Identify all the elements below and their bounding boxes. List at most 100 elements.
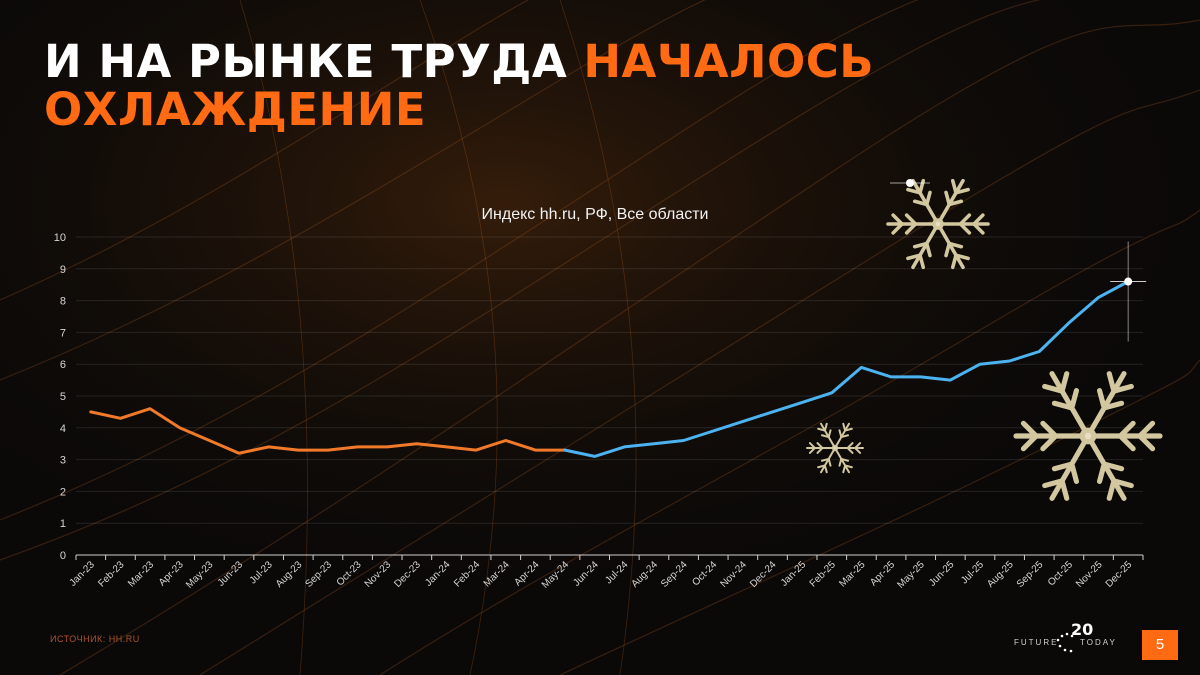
data-point — [385, 445, 389, 449]
x-tick-label: Oct-24 — [690, 559, 719, 588]
x-tick-label: Apr-24 — [513, 559, 542, 588]
x-tick-label: Jan-24 — [423, 559, 453, 589]
snowflake-icon — [1013, 371, 1163, 501]
snowflake-branch — [854, 442, 862, 449]
data-point — [533, 448, 537, 452]
snowflake-branch — [1117, 420, 1136, 439]
data-point — [178, 426, 182, 430]
data-point — [118, 416, 122, 420]
data-point — [889, 375, 893, 379]
x-tick-label: Aug-25 — [985, 559, 1016, 590]
y-tick-label: 6 — [60, 359, 66, 371]
snowflake-icon — [806, 422, 864, 474]
snowflake-branch — [808, 447, 816, 454]
snowflake-branch — [918, 253, 926, 270]
snowflake-branch — [820, 457, 830, 462]
snowflake-branch — [958, 213, 972, 226]
snowflake-branch — [950, 253, 958, 270]
snowflake-branch — [924, 241, 932, 258]
x-tick-label: Nov-23 — [363, 559, 394, 590]
data-point — [830, 391, 834, 395]
page-title: И НА РЫНКЕ ТРУДА НАЧАЛОСЬ ОХЛАЖДЕНИЕ — [44, 38, 874, 134]
data-point — [563, 448, 567, 452]
series-line-2 — [563, 280, 1130, 458]
data-point — [1008, 359, 1012, 363]
snowflake-branch — [950, 178, 958, 195]
snowflake-branch — [1040, 420, 1059, 439]
x-tick-label: Oct-25 — [1046, 559, 1075, 588]
snowflake-branch — [1111, 478, 1134, 489]
snowflake-branch — [844, 427, 853, 432]
data-point — [1097, 295, 1101, 299]
snowflake-branch — [947, 241, 964, 249]
chart-title: Индекс hh.ru, РФ, Все области — [482, 206, 709, 223]
snowflake-branch — [842, 464, 847, 474]
snowflake-branch — [954, 253, 970, 261]
sparkle-icon — [1124, 277, 1133, 286]
snowflake-branch — [846, 447, 854, 454]
snowflake-branch — [947, 199, 964, 207]
x-tick-label: Feb-25 — [808, 559, 838, 589]
y-tick-label: 4 — [60, 423, 66, 435]
data-point — [237, 451, 241, 455]
snowflake-branch — [1096, 387, 1107, 411]
x-tick-label: May-25 — [895, 559, 927, 591]
snowflake-branch — [808, 442, 816, 449]
snowflake-branch — [912, 241, 929, 249]
x-tick-label: Feb-24 — [452, 559, 482, 589]
logo-dots-icon — [1056, 632, 1074, 653]
data-point — [1067, 321, 1071, 325]
snowflake-branch — [816, 442, 824, 449]
title-accent-2: ОХЛАЖДЕНИЕ — [44, 83, 427, 136]
snowflake-branch — [906, 253, 922, 261]
data-point — [682, 439, 686, 443]
snowflake-branch — [827, 429, 832, 439]
x-tick-label: May-23 — [184, 559, 216, 591]
snowflake-branch — [1020, 433, 1039, 452]
data-point — [267, 445, 271, 449]
x-tick-label: Apr-23 — [157, 559, 186, 588]
x-tick-label: Sep-24 — [659, 559, 690, 590]
logo-word-right: TODAY — [1080, 638, 1117, 647]
x-tick-label: May-24 — [540, 559, 572, 591]
data-point — [919, 375, 923, 379]
snowflake-branch — [1096, 461, 1107, 485]
data-point — [1037, 349, 1041, 353]
y-tick-label: 0 — [60, 550, 66, 562]
snowflake-branch — [1101, 400, 1125, 411]
snowflake-center — [932, 218, 944, 230]
snowflake-branch — [1040, 433, 1059, 452]
data-point — [89, 410, 93, 414]
x-tick-label: Jan-23 — [68, 559, 98, 589]
data-point — [771, 410, 775, 414]
x-tick-label: Jun-25 — [927, 559, 957, 589]
y-tick-label: 3 — [60, 455, 66, 467]
data-point — [652, 442, 656, 446]
x-tick-label: Sep-25 — [1015, 559, 1046, 590]
snowflake-branch — [924, 190, 932, 207]
x-tick-label: Aug-24 — [629, 559, 660, 590]
data-point — [474, 448, 478, 452]
data-point — [741, 419, 745, 423]
x-tick-label: Aug-23 — [274, 559, 305, 590]
snowflake-center — [1079, 427, 1097, 445]
data-point — [978, 362, 982, 366]
snowflake-branch — [1106, 371, 1117, 394]
data-point — [356, 445, 360, 449]
future-today-logo: 20 FUTURE TODAY — [1014, 620, 1118, 660]
snowflake-branch — [1051, 461, 1075, 472]
snowflake-branch — [1137, 420, 1156, 439]
snowflake-branch — [844, 464, 853, 469]
x-tick-label: Apr-25 — [868, 559, 897, 588]
snowflake-branch — [958, 222, 972, 235]
x-tick-label: Sep-23 — [303, 559, 334, 590]
snowflake-branch — [1069, 461, 1080, 485]
x-tick-label: Mar-25 — [837, 559, 867, 589]
snowflake-branch — [838, 429, 843, 439]
snowflake-center — [831, 444, 839, 452]
x-tick-label: Mar-23 — [126, 559, 156, 589]
title-accent-1: НАЧАЛОСЬ — [583, 35, 875, 88]
snowflake-branch — [904, 213, 918, 226]
